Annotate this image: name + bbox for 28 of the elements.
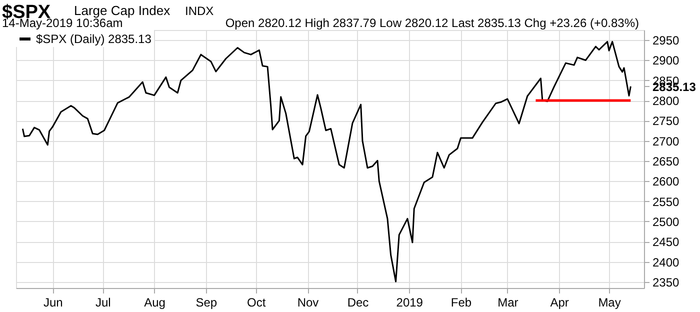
legend-label: $SPX (Daily) 2835.13 xyxy=(36,32,152,46)
y-tick-label: 2500 xyxy=(652,214,680,229)
x-tick-label: Mar xyxy=(498,296,518,310)
x-tick-label: Jul xyxy=(95,296,111,310)
y-tick-label: 2600 xyxy=(652,174,680,189)
x-tick-label: Feb xyxy=(450,296,472,310)
x-tick-label: Dec xyxy=(347,296,369,310)
y-tick-label: 2450 xyxy=(652,235,680,250)
text: INDX xyxy=(185,4,214,18)
y-tick-label: 2650 xyxy=(652,154,680,169)
x-tick-label: 2019 xyxy=(396,296,424,310)
x-tick-label: Nov xyxy=(297,296,319,310)
text: Open 2820.12 High 2837.79 Low 2820.12 Last 2835.13 Chg +23.26 (+0.83%) xyxy=(225,16,639,30)
x-tick-label: Sep xyxy=(196,296,218,310)
y-tick-label: 2700 xyxy=(652,134,680,148)
x-tick-label: Aug xyxy=(144,296,166,310)
x-tick-label: Apr xyxy=(550,296,569,310)
text: Large Cap Index xyxy=(74,3,171,18)
y-tick-label: 2800 xyxy=(652,94,680,108)
y-tick-label: 2950 xyxy=(652,34,680,48)
x-tick-label: May xyxy=(598,296,621,310)
y-tick-label: 2900 xyxy=(652,54,680,68)
y-tick-label: 2550 xyxy=(652,194,680,209)
y-tick-label: 2750 xyxy=(652,114,680,128)
x-tick-label: Oct xyxy=(247,296,266,310)
x-tick-label: Jun xyxy=(43,296,63,310)
y-tick-label: 2350 xyxy=(652,275,680,290)
y-tick-label: 2400 xyxy=(652,255,680,270)
